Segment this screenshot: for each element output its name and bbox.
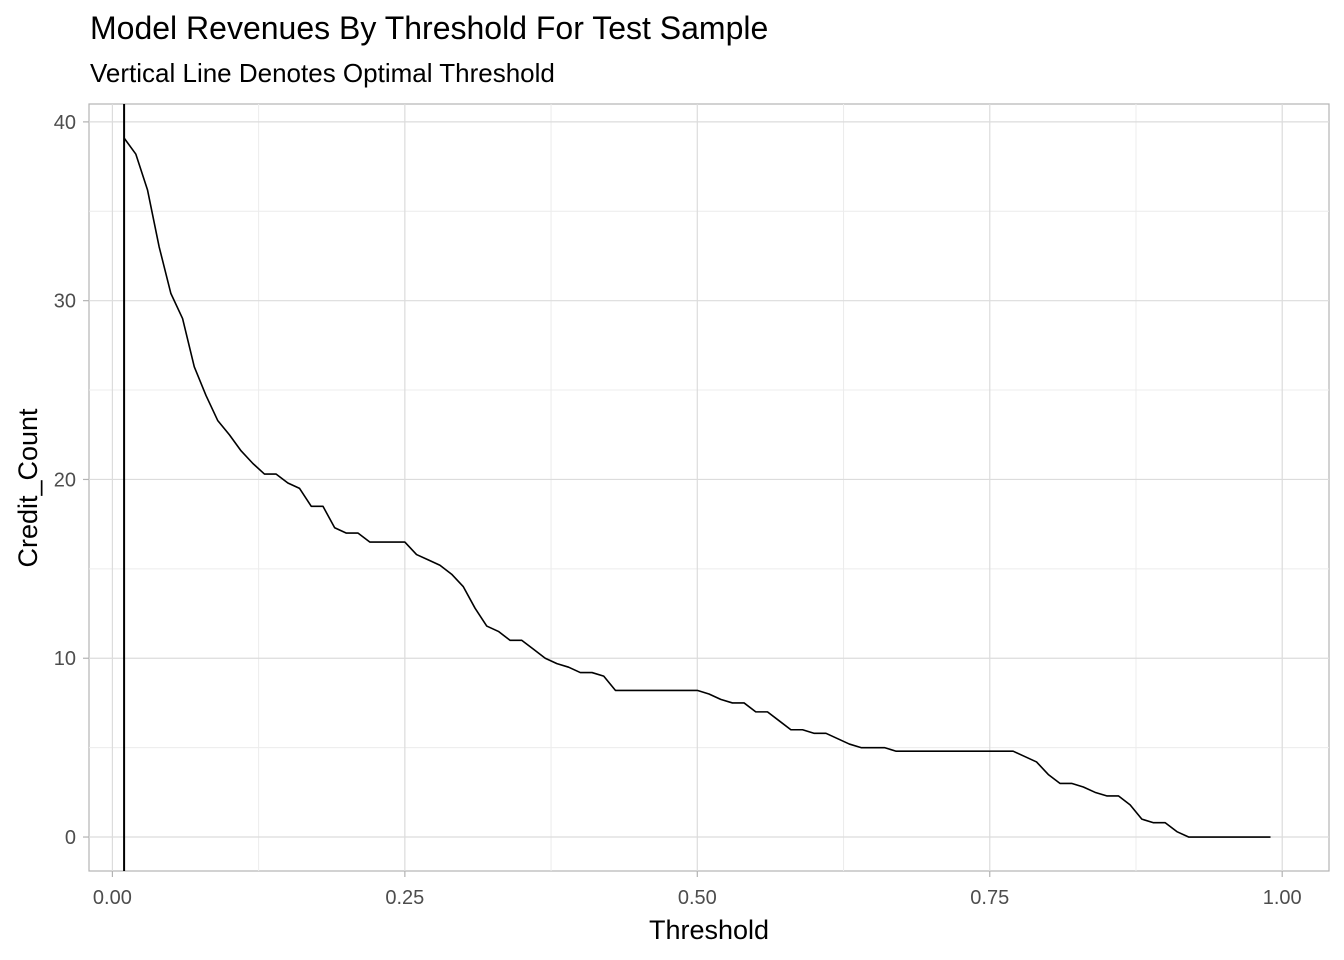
x-tick-label: 1.00 — [1263, 887, 1302, 909]
panel-border — [88, 103, 1330, 872]
y-tick-label: 10 — [54, 648, 76, 670]
y-axis-title: Credit_Count — [13, 408, 43, 568]
chart-title: Model Revenues By Threshold For Test Sam… — [90, 10, 769, 46]
x-tick-label: 0.50 — [678, 887, 717, 909]
revenue-series-line — [123, 137, 1271, 838]
x-axis-title: Threshold — [649, 915, 769, 945]
series-layer — [123, 137, 1271, 838]
major-gridlines — [89, 104, 1329, 871]
chart-subtitle: Vertical Line Denotes Optimal Threshold — [90, 58, 555, 88]
minor-gridlines — [89, 104, 1329, 871]
y-tick-label: 30 — [54, 291, 76, 313]
x-axis: 0.00 0.25 0.50 0.75 1.00 — [93, 871, 1302, 909]
y-tick-label: 20 — [54, 469, 76, 491]
x-tick-label: 0.00 — [93, 887, 132, 909]
x-tick-label: 0.25 — [385, 887, 424, 909]
y-tick-label: 0 — [65, 827, 76, 849]
x-tick-label: 0.75 — [970, 887, 1009, 909]
y-axis: 0 10 20 30 40 — [54, 112, 89, 849]
y-tick-label: 40 — [54, 112, 76, 134]
